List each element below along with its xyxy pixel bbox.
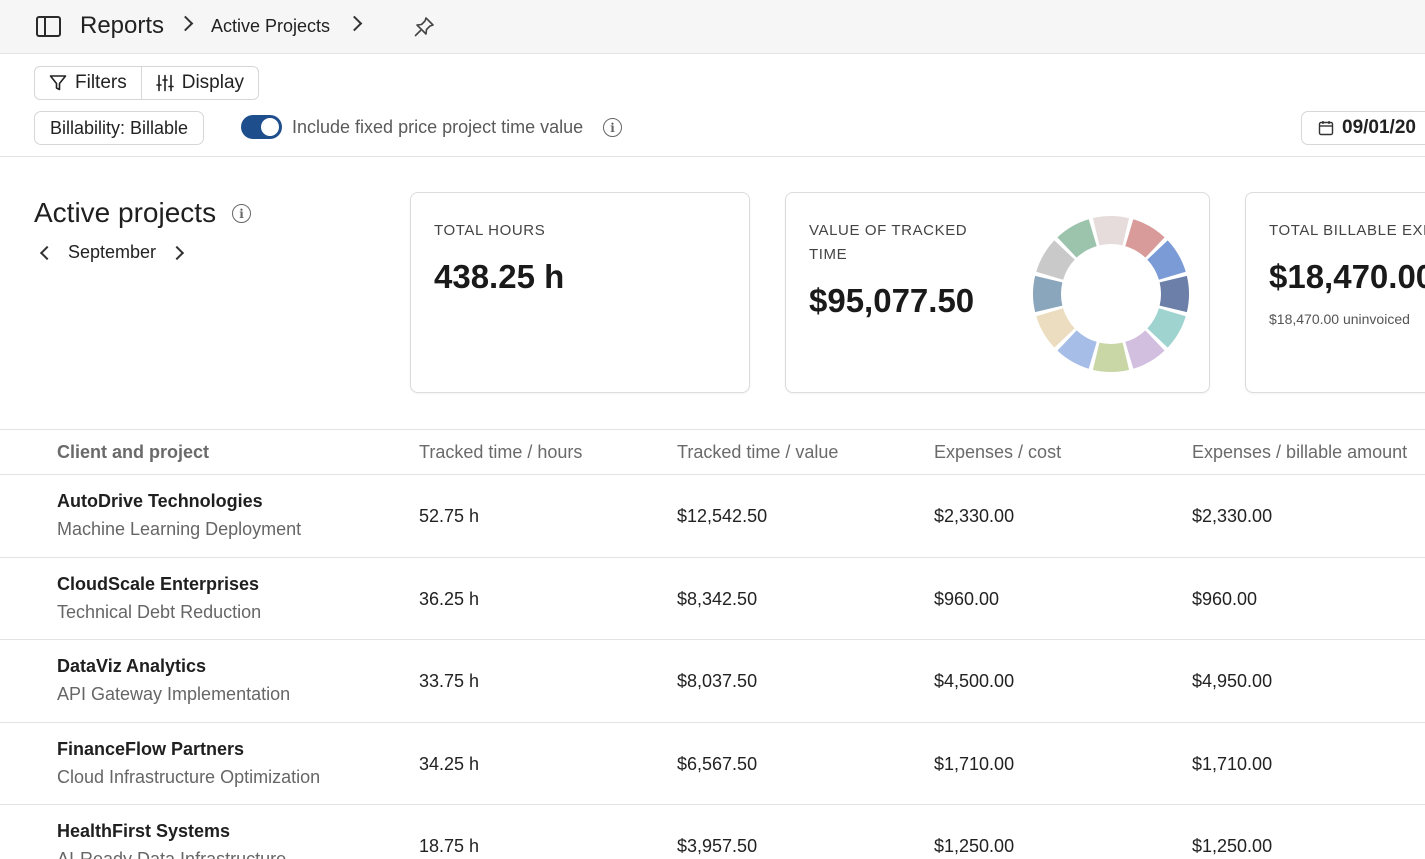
billability-filter-chip[interactable]: Billability: Billable: [34, 111, 205, 145]
client-name[interactable]: AutoDrive Technologies: [57, 491, 263, 511]
donut-segment[interactable]: [1033, 275, 1063, 313]
column-header-expense-cost[interactable]: Expenses / cost: [934, 442, 1062, 462]
client-name[interactable]: CloudScale Enterprises: [57, 574, 260, 594]
tracked-hours: 36.25 h: [419, 589, 480, 609]
donut-segment[interactable]: [1159, 275, 1189, 313]
expense-cost: $960.00: [934, 589, 1000, 609]
donut-segment[interactable]: [1125, 219, 1165, 258]
column-header-value[interactable]: Tracked time / value: [677, 442, 839, 462]
sliders-icon: [155, 74, 174, 92]
billable-expenses-value: $18,470.00: [1269, 258, 1425, 295]
expense-cost: $1,710.00: [934, 754, 1015, 774]
donut-segment[interactable]: [1147, 240, 1186, 280]
billable-expenses-card: TOTAL BILLABLE EXP $18,470.00 $18,470.00…: [1245, 192, 1425, 393]
page-title: Active projects: [34, 197, 217, 228]
chevron-right-icon[interactable]: [169, 245, 185, 260]
project-name[interactable]: API Gateway Implementation: [57, 684, 291, 704]
total-hours-card: TOTAL HOURS 438.25 h: [410, 192, 750, 393]
tracked-hours: 33.75 h: [419, 671, 480, 691]
billable-expenses-uninvoiced: $18,470.00 uninvoiced: [1269, 311, 1410, 327]
chevron-right-icon[interactable]: [346, 15, 363, 32]
table-row[interactable]: CloudScale Enterprises Technical Debt Re…: [0, 558, 1425, 640]
tracked-value-donut-chart: [1033, 216, 1189, 372]
column-header-hours[interactable]: Tracked time / hours: [419, 442, 583, 462]
project-name[interactable]: Cloud Infrastructure Optimization: [57, 767, 321, 787]
expense-billable: $960.00: [1192, 589, 1258, 609]
calendar-icon: [1318, 121, 1334, 136]
expense-billable: $1,250.00: [1192, 836, 1273, 856]
table-header: Client and project Tracked time / hours …: [0, 429, 1425, 475]
donut-segment[interactable]: [1057, 219, 1097, 258]
expense-cost: $4,500.00: [934, 671, 1015, 691]
sidebar-toggle-icon[interactable]: [36, 16, 61, 37]
pin-icon[interactable]: [412, 15, 436, 39]
donut-segment[interactable]: [1092, 216, 1130, 246]
expense-billable: $4,950.00: [1192, 671, 1273, 691]
filters-label: Filters: [75, 72, 127, 93]
column-header-client[interactable]: Client and project: [57, 442, 210, 462]
chevron-left-icon[interactable]: [39, 245, 55, 260]
tracked-hours: 34.25 h: [419, 754, 480, 774]
tracked-value-amount: $95,077.50: [809, 282, 975, 319]
tracked-hours: 18.75 h: [419, 836, 480, 856]
donut-segment[interactable]: [1036, 308, 1075, 348]
client-name[interactable]: HealthFirst Systems: [57, 821, 231, 841]
tracked-value: $8,342.50: [677, 589, 758, 609]
billable-expenses-label: TOTAL BILLABLE EXP: [1269, 222, 1425, 239]
table-row[interactable]: FinanceFlow Partners Cloud Infrastructur…: [0, 723, 1425, 805]
fixed-price-toggle[interactable]: [241, 115, 282, 139]
info-icon[interactable]: i: [603, 118, 622, 137]
project-name[interactable]: AI-Ready Data Infrastructure: [57, 849, 287, 859]
tracked-value-label: VALUE OF TRACKED TIME: [809, 222, 968, 263]
expense-cost: $2,330.00: [934, 506, 1015, 526]
project-name[interactable]: Technical Debt Reduction: [57, 602, 262, 622]
column-header-expense-billable[interactable]: Expenses / billable amount: [1192, 442, 1408, 462]
donut-segment[interactable]: [1036, 240, 1075, 280]
donut-segment[interactable]: [1147, 308, 1186, 348]
current-month: September: [68, 242, 157, 262]
donut-segment[interactable]: [1125, 330, 1165, 369]
info-icon[interactable]: i: [232, 204, 251, 223]
date-range-label: 09/01/20: [1342, 117, 1416, 138]
total-hours-label: TOTAL HOURS: [434, 222, 546, 239]
tracked-value-card: VALUE OF TRACKED TIME $95,077.50: [785, 192, 1210, 393]
filter-icon: [49, 75, 67, 91]
table-row[interactable]: AutoDrive Technologies Machine Learning …: [0, 475, 1425, 558]
expense-billable: $1,710.00: [1192, 754, 1273, 774]
toolbar-divider: [0, 156, 1425, 157]
fixed-price-toggle-label: Include fixed price project time value: [292, 117, 584, 137]
client-name[interactable]: FinanceFlow Partners: [57, 739, 245, 759]
chevron-right-icon: [177, 15, 194, 32]
breadcrumb-reports[interactable]: Reports: [80, 12, 165, 39]
tracked-hours: 52.75 h: [419, 506, 480, 526]
client-name[interactable]: DataViz Analytics: [57, 656, 207, 676]
date-range-picker[interactable]: 09/01/20: [1301, 111, 1425, 145]
filter-display-group: Filters Display: [34, 66, 260, 100]
donut-segment[interactable]: [1057, 330, 1097, 369]
project-name[interactable]: Machine Learning Deployment: [57, 519, 302, 539]
expense-cost: $1,250.00: [934, 836, 1015, 856]
breadcrumb-active-projects[interactable]: Active Projects: [211, 16, 331, 36]
total-hours-value: 438.25 h: [434, 258, 565, 295]
donut-segment[interactable]: [1092, 342, 1130, 372]
top-bar: Reports Active Projects: [0, 0, 1425, 54]
table-row[interactable]: DataViz Analytics API Gateway Implementa…: [0, 640, 1425, 723]
filters-button[interactable]: Filters: [35, 67, 141, 99]
display-button[interactable]: Display: [140, 67, 258, 99]
display-label: Display: [181, 72, 245, 93]
table-row[interactable]: HealthFirst Systems AI-Ready Data Infras…: [0, 805, 1425, 859]
tracked-value: $8,037.50: [677, 671, 758, 691]
month-navigator: September: [38, 242, 185, 263]
tracked-value: $3,957.50: [677, 836, 758, 856]
tracked-value: $6,567.50: [677, 754, 758, 774]
expense-billable: $2,330.00: [1192, 506, 1273, 526]
tracked-value: $12,542.50: [677, 506, 768, 526]
